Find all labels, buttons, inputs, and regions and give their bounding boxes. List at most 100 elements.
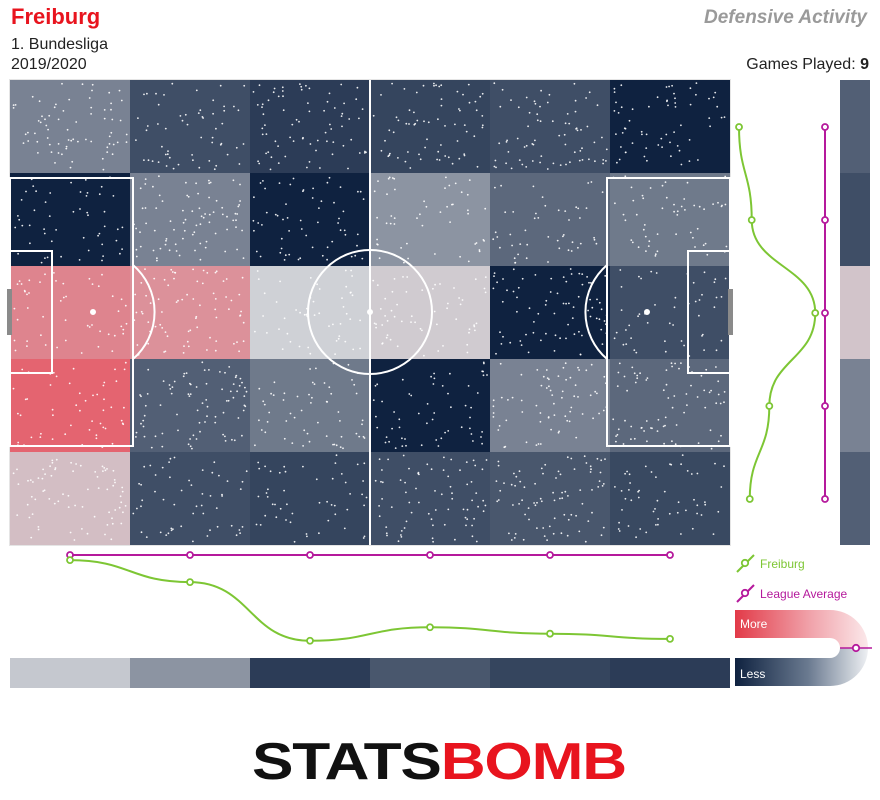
team-row-point	[765, 402, 774, 410]
event-dot	[312, 300, 315, 303]
event-dot	[176, 413, 178, 416]
event-dot	[635, 351, 638, 354]
event-dot	[50, 474, 53, 477]
event-dot	[200, 136, 203, 139]
event-dot	[272, 91, 275, 94]
event-dot	[519, 480, 522, 483]
event-dot	[330, 128, 333, 130]
event-dot	[228, 366, 231, 368]
event-dot	[600, 459, 603, 462]
event-dot	[274, 140, 277, 143]
event-dot	[444, 155, 447, 157]
event-dot	[696, 512, 698, 515]
event-dot	[654, 304, 656, 306]
event-dot	[596, 457, 599, 460]
event-dot	[638, 313, 641, 315]
event-dot	[101, 259, 103, 262]
event-dot	[376, 284, 379, 286]
event-dot	[410, 321, 412, 323]
event-dot	[214, 415, 217, 418]
event-dot	[691, 527, 694, 530]
event-dot	[523, 486, 526, 489]
league-average-row-point	[821, 309, 829, 317]
event-dot	[376, 383, 379, 386]
event-dot	[625, 329, 627, 331]
event-dot	[201, 493, 204, 495]
event-dot	[442, 469, 445, 471]
event-dot	[12, 387, 15, 390]
event-dot	[142, 419, 145, 422]
event-dot	[507, 399, 509, 401]
event-dot	[75, 404, 78, 407]
event-dot	[557, 375, 560, 377]
event-dot	[172, 528, 174, 530]
event-dot	[630, 239, 633, 242]
event-dot	[440, 437, 443, 440]
event-dot	[390, 309, 393, 312]
event-dot	[122, 328, 125, 331]
event-dot	[449, 485, 452, 488]
event-dot	[514, 533, 517, 535]
event-dot	[289, 521, 292, 524]
event-dot	[221, 122, 224, 125]
event-dot	[68, 382, 71, 385]
event-dot	[472, 459, 475, 462]
event-dot	[453, 287, 455, 289]
event-dot	[518, 470, 521, 473]
event-dot	[363, 504, 365, 507]
event-dot	[481, 431, 483, 433]
event-dot	[235, 374, 238, 377]
event-dot	[351, 294, 354, 297]
event-dot	[306, 166, 308, 169]
event-dot	[703, 389, 706, 392]
event-dot	[565, 280, 568, 283]
event-dot	[517, 253, 519, 256]
team-column-line	[69, 559, 671, 642]
event-dot	[147, 321, 150, 323]
event-dot	[37, 528, 40, 531]
event-dot	[427, 512, 430, 515]
event-dot	[243, 84, 246, 87]
event-dot	[40, 261, 43, 264]
event-dot	[447, 475, 450, 478]
event-dot	[16, 283, 19, 285]
event-dot	[624, 175, 627, 178]
event-dot	[545, 299, 548, 302]
event-dot	[278, 182, 281, 185]
event-dot	[103, 117, 106, 120]
event-dot	[180, 525, 183, 528]
event-dot	[353, 383, 356, 386]
event-dot	[512, 290, 515, 293]
event-dot	[380, 149, 383, 152]
event-dot	[235, 534, 238, 537]
event-dot	[143, 465, 146, 468]
event-dot	[375, 415, 377, 418]
event-dot	[446, 307, 448, 310]
event-dot	[498, 425, 501, 427]
event-dot	[481, 370, 484, 373]
event-dot	[618, 158, 621, 161]
event-dot	[282, 399, 285, 401]
event-dot	[184, 113, 187, 116]
event-dot	[405, 291, 408, 293]
event-dot	[308, 110, 311, 113]
chart-title: Defensive Activity	[704, 7, 867, 28]
event-dot	[521, 163, 524, 166]
event-dot	[343, 229, 346, 232]
event-dot	[696, 396, 699, 398]
event-dot	[459, 469, 461, 472]
event-dot	[493, 272, 496, 274]
event-dot	[595, 242, 598, 245]
event-dot	[566, 534, 569, 537]
event-dot	[299, 219, 302, 222]
event-dot	[569, 376, 572, 379]
event-dot	[349, 318, 352, 320]
competition-name: 1. Bundesliga	[11, 36, 108, 53]
event-dot	[589, 298, 591, 301]
event-dot	[540, 339, 542, 342]
event-dot	[493, 82, 496, 85]
event-dot	[136, 344, 139, 346]
event-dot	[640, 427, 643, 429]
row-summary-band	[840, 80, 870, 545]
event-dot	[654, 508, 656, 510]
